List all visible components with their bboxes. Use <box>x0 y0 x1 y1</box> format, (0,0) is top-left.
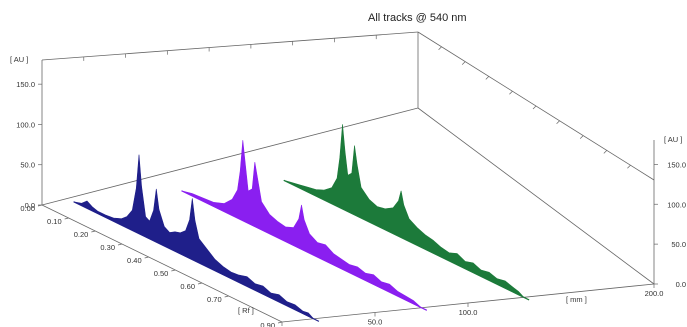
y-tick-left-label: 50.0 <box>20 161 35 170</box>
y-tick-left-label: 0.0 <box>25 201 35 210</box>
right-top-tick <box>509 90 513 95</box>
right-top-tick <box>532 105 537 110</box>
rf-tick-label: 0.40 <box>127 256 142 265</box>
series-track-2-area <box>181 140 422 309</box>
rf-tick-label: 0.30 <box>100 243 115 252</box>
rf-tick-mark <box>91 230 96 233</box>
right-top-tick <box>461 61 466 65</box>
axis-ticks: 0.0 50.0 100.0 150.0 0.0 50.0 100.0 150.0 0.00 0.… <box>16 35 686 327</box>
right-top-tick <box>603 150 608 154</box>
mm-axis-unit: [ mm ] <box>566 295 587 304</box>
rf-tick-label: 0.10 <box>47 217 62 226</box>
rf-tick-mark <box>171 269 176 272</box>
series-track-3-baseline <box>283 179 530 301</box>
rf-tick-label: 0.50 <box>154 269 169 278</box>
chart-title: All tracks @ 540 nm <box>368 12 467 24</box>
right-top-tick <box>627 164 631 169</box>
rf-tick-label: 0.20 <box>74 230 89 239</box>
right-top-tick <box>579 135 584 139</box>
y-tick-left-label: 100.0 <box>16 120 35 129</box>
y-tick-right-label: 100.0 <box>667 200 686 209</box>
series-track-3-area <box>283 124 525 298</box>
y-axis-unit-right: [ AU ] <box>664 135 682 144</box>
right-top-tick <box>485 76 490 80</box>
rf-axis-unit: [ Rf ] <box>238 306 254 315</box>
series-layer <box>73 124 530 322</box>
mm-tick-label: 50.0 <box>368 318 383 327</box>
rf-axis-line <box>41 204 283 323</box>
right-top-tick <box>556 120 560 125</box>
rf-tick-mark <box>37 204 43 207</box>
mm-tick-label: 200.0 <box>645 289 664 298</box>
frame-floor-right <box>417 107 655 285</box>
mm-tick-label: 100.0 <box>459 308 478 317</box>
y-tick-right-label: 50.0 <box>671 240 686 249</box>
frame-back-top <box>41 31 419 61</box>
series-track-1-area <box>73 154 314 320</box>
rf-tick-mark <box>144 256 149 259</box>
series-track-2-baseline <box>181 190 428 311</box>
rf-tick-mark <box>197 282 203 285</box>
rf-tick-mark <box>117 243 123 246</box>
rf-tick-label: 0.90 <box>260 321 275 327</box>
frame-back-bottom <box>41 107 419 206</box>
y-tick-right-label: 0.0 <box>676 280 686 289</box>
y-tick-right-label: 150.0 <box>667 160 686 169</box>
rf-tick-label: 0.70 <box>207 295 222 304</box>
rf-tick-mark <box>277 321 283 324</box>
series-track-1-baseline <box>73 201 320 322</box>
rf-tick-mark <box>64 217 69 220</box>
rf-tick-mark <box>224 295 229 298</box>
y-axis-unit-left: [ AU ] <box>10 55 28 64</box>
rf-tick-label: 0.00 <box>20 204 35 213</box>
right-top-tick <box>438 46 442 51</box>
rf-tick-label: 0.60 <box>180 282 195 291</box>
y-tick-left-label: 150.0 <box>16 80 35 89</box>
